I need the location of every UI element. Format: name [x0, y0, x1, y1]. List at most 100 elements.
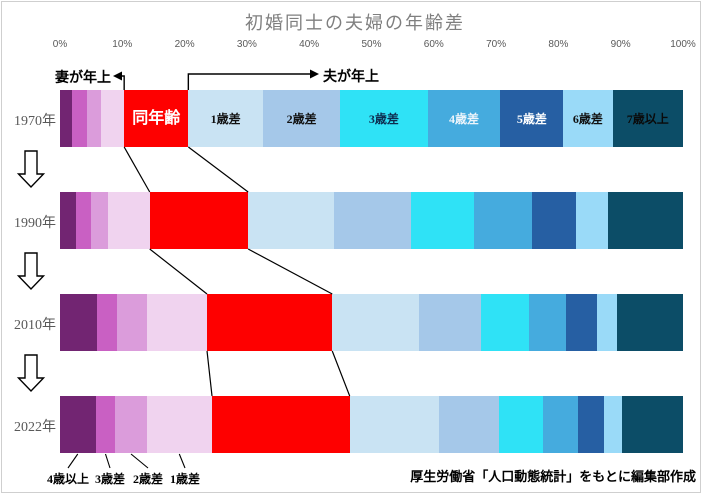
wife-older-label: 妻が年上	[55, 71, 111, 86]
bar-row-2022年	[60, 396, 683, 453]
bar-row-1990年	[60, 192, 683, 249]
bar-segment	[95, 396, 116, 453]
bar-segment	[116, 294, 147, 351]
y-axis-year-label: 1970年	[14, 113, 56, 129]
bar-segment: 6歳差	[563, 90, 613, 147]
x-axis-tick-label: 60%	[423, 39, 444, 50]
bar-segment	[411, 192, 474, 249]
chart-title: 初婚同士の夫婦の年齢差	[245, 13, 465, 33]
bar-segment	[565, 294, 597, 351]
bar-segment-label: 6歳差	[572, 111, 603, 126]
husband-older-label: 夫が年上	[323, 70, 379, 85]
bar-segment	[146, 294, 207, 351]
bar-segment	[531, 192, 576, 249]
red-connector-line	[331, 350, 351, 397]
bar-segment: 5歳差	[500, 90, 564, 147]
red-connector-line	[149, 248, 208, 295]
red-connector-line	[206, 350, 213, 397]
x-axis-tick-label: 40%	[299, 39, 320, 50]
red-connector-line	[123, 146, 151, 193]
x-axis-tick-label: 80%	[548, 39, 569, 50]
husband-older-arrowhead-icon	[310, 69, 319, 79]
bar-segment	[332, 294, 420, 351]
x-axis-tick-label: 90%	[610, 39, 631, 50]
x-axis-tick-label: 100%	[670, 39, 696, 50]
bar-segment: 1歳差	[188, 90, 264, 147]
bar-segment	[115, 396, 147, 453]
bar-segment	[60, 192, 77, 249]
bar-segment	[438, 396, 499, 453]
bar-segment	[71, 90, 87, 147]
bar-segment: 2歳差	[263, 90, 341, 147]
bar-segment	[596, 294, 617, 351]
bar-segment-label: 5歳差	[516, 111, 547, 126]
wife-gap-label: 3歳差	[94, 472, 125, 486]
bar-segment	[107, 192, 150, 249]
bar-segment	[419, 294, 482, 351]
bar-segment	[211, 396, 350, 453]
bar-segment	[529, 294, 566, 351]
red-connector-line	[247, 248, 333, 295]
bar-segment	[473, 192, 532, 249]
x-axis-tick-label: 10%	[112, 39, 133, 50]
bar-segment	[96, 294, 117, 351]
red-connector-line	[187, 146, 249, 193]
bar-segment: 3歳差	[340, 90, 428, 147]
bar-segment	[206, 294, 333, 351]
bar-segment	[542, 396, 578, 453]
wife-older-arrowhead-icon	[113, 71, 122, 81]
leader-line	[104, 453, 111, 469]
x-axis-tick-label: 0%	[52, 39, 68, 50]
source-note: 厚生労働省「人口動態統計」をもとに編集部作成	[410, 469, 696, 484]
y-axis-year-label: 2010年	[14, 317, 56, 333]
bar-segment	[621, 396, 683, 453]
bar-segment-label: 1歳差	[210, 111, 241, 126]
bar-segment	[76, 192, 92, 249]
bar-segment	[60, 396, 96, 453]
bar-segment	[86, 90, 102, 147]
bar-segment	[607, 192, 683, 249]
leader-line	[130, 453, 149, 469]
wife-gap-label: 4歳以上	[46, 472, 89, 486]
husband-older-arrow	[187, 73, 310, 90]
bar-segment	[349, 396, 439, 453]
bar-segment: 7歳以上	[612, 90, 683, 147]
down-arrow-icon	[16, 252, 46, 291]
bar-row-2010年	[60, 294, 683, 351]
bar-segment	[60, 90, 72, 147]
bar-segment-label: 3歳差	[368, 111, 399, 126]
bar-segment	[334, 192, 412, 249]
bar-segment	[498, 396, 543, 453]
bar-segment	[149, 192, 249, 249]
bar-segment	[577, 396, 604, 453]
bar-segment: 4歳差	[427, 90, 501, 147]
wife-gap-label: 1歳差	[169, 472, 200, 486]
bar-segment	[60, 294, 97, 351]
bar-segment	[146, 396, 212, 453]
wife-gap-label: 2歳差	[132, 472, 163, 486]
y-axis-year-label: 1990年	[14, 215, 56, 231]
bar-row-1970年: 同年齢 1歳差 2歳差 3歳差 4歳差 5歳差 6歳差 7歳以上	[60, 90, 683, 147]
bar-segment	[248, 192, 335, 249]
y-axis-year-label: 2022年	[14, 419, 56, 435]
bar-segment	[101, 90, 125, 147]
bar-segment-label: 7歳以上	[626, 111, 669, 126]
wife-older-arrow	[115, 75, 125, 90]
down-arrow-icon	[16, 150, 46, 189]
bar-segment-label: 4歳差	[448, 111, 479, 126]
down-arrow-icon	[16, 354, 46, 393]
bar-segment	[616, 294, 683, 351]
leader-line	[178, 453, 186, 469]
bar-segment: 同年齢	[124, 90, 189, 147]
bar-segment	[603, 396, 622, 453]
bar-segment	[91, 192, 108, 249]
bar-segment	[575, 192, 608, 249]
bar-segment	[481, 294, 530, 351]
x-axis-tick-label: 70%	[486, 39, 507, 50]
x-axis-tick-label: 50%	[361, 39, 382, 50]
leader-line	[67, 453, 79, 469]
x-axis-tick-label: 20%	[174, 39, 195, 50]
bar-segment-label: 2歳差	[286, 111, 317, 126]
x-axis-tick-label: 30%	[236, 39, 257, 50]
